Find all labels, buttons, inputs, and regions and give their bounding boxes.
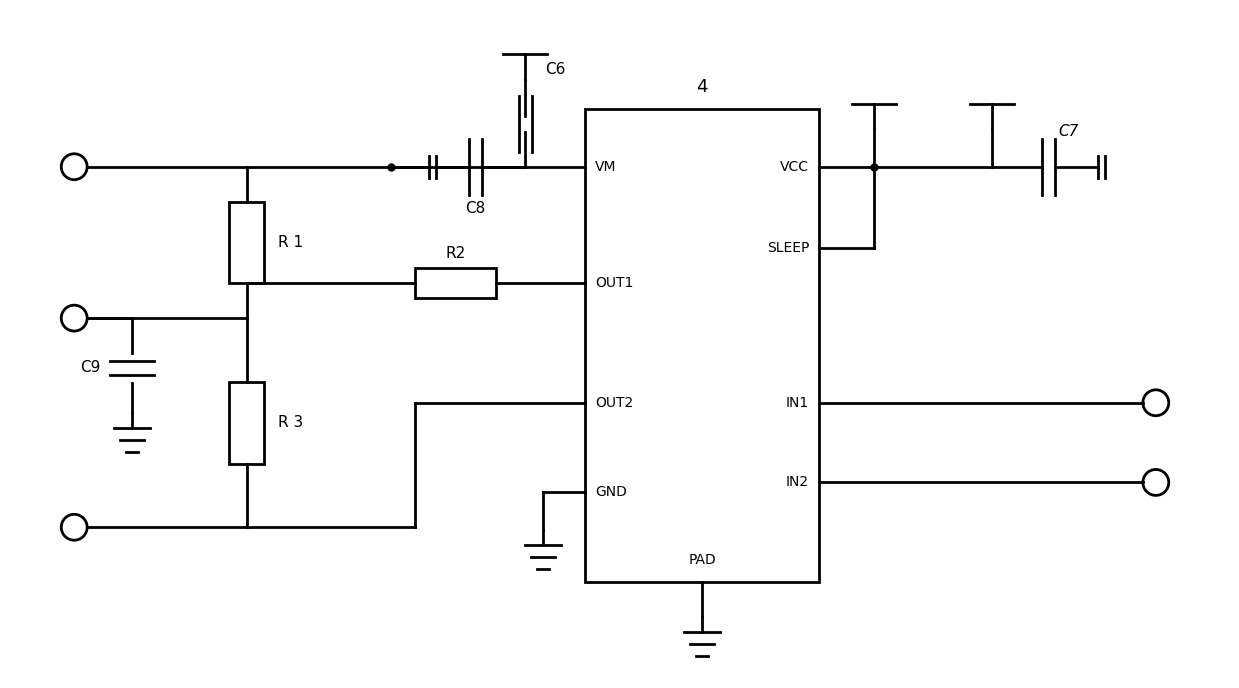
- Text: C6: C6: [545, 62, 566, 76]
- Text: 4: 4: [696, 78, 707, 96]
- Text: GND: GND: [595, 486, 627, 499]
- Text: IN2: IN2: [786, 475, 809, 489]
- Text: PAD: PAD: [689, 553, 716, 567]
- Text: C9: C9: [81, 361, 100, 376]
- Text: R2: R2: [446, 246, 466, 261]
- Text: SLEEP: SLEEP: [767, 241, 809, 255]
- Text: VCC: VCC: [781, 160, 809, 173]
- Text: IN1: IN1: [786, 396, 809, 410]
- Bar: [415, 268, 497, 298]
- Text: R 3: R 3: [279, 415, 304, 430]
- Text: VM: VM: [595, 160, 617, 173]
- Text: OUT1: OUT1: [595, 277, 633, 290]
- Bar: [229, 382, 264, 464]
- Text: OUT2: OUT2: [595, 396, 633, 410]
- Text: R 1: R 1: [279, 235, 304, 250]
- Text: C7: C7: [1058, 125, 1078, 140]
- Bar: [585, 109, 819, 582]
- Bar: [229, 202, 264, 283]
- Text: C8: C8: [466, 201, 486, 216]
